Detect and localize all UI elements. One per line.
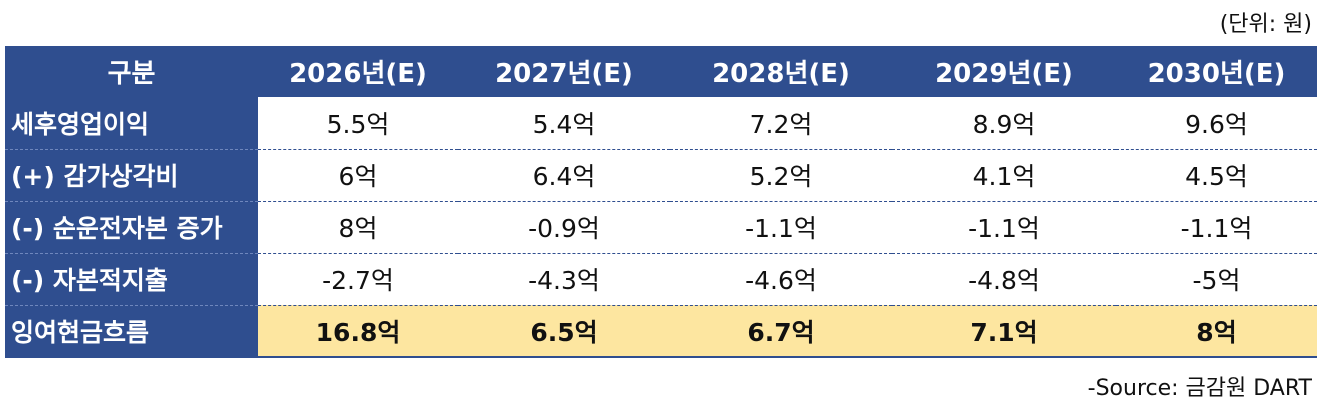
table-row-total: 잉여현금흐름 16.8억 6.5억 6.7억 7.1억 8억 <box>5 304 1317 358</box>
table-cell: -1.1억 <box>670 200 892 253</box>
header-year: 2029년(E) <box>892 46 1116 97</box>
table-cell: -4.8억 <box>892 252 1116 305</box>
table-cell: 7.1억 <box>892 304 1116 358</box>
table-row: (+) 감가상각비 6억 6.4억 5.2억 4.1억 4.5억 <box>5 148 1317 201</box>
table-row: 세후영업이익 5.5억 5.4억 7.2억 8.9억 9.6억 <box>5 97 1317 149</box>
table-cell: 6.7억 <box>670 304 892 358</box>
header-year: 2030년(E) <box>1116 46 1317 97</box>
table-cell: 8억 <box>258 200 458 253</box>
source-label: -Source: 금감원 DART <box>1087 376 1312 401</box>
table-row: (-) 자본적지출 -2.7억 -4.3억 -4.6억 -4.8억 -5억 <box>5 252 1317 305</box>
header-year: 2027년(E) <box>458 46 670 97</box>
table-header-row: 구분 2026년(E) 2027년(E) 2028년(E) 2029년(E) 2… <box>5 46 1317 97</box>
row-label: (-) 순운전자본 증가 <box>5 200 258 253</box>
table-cell: 4.1억 <box>892 148 1116 201</box>
table-cell: 6.4억 <box>458 148 670 201</box>
table-cell: -4.3억 <box>458 252 670 305</box>
table-cell: 8억 <box>1116 304 1317 358</box>
table-cell: 4.5억 <box>1116 148 1317 201</box>
table-cell: 6.5억 <box>458 304 670 358</box>
table-cell: 7.2억 <box>670 97 892 149</box>
table-cell: 16.8억 <box>258 304 458 358</box>
table-cell: 8.9억 <box>892 97 1116 149</box>
row-label: 세후영업이익 <box>5 97 258 149</box>
table-cell: 5.2억 <box>670 148 892 201</box>
row-label: (+) 감가상각비 <box>5 148 258 201</box>
row-label: (-) 자본적지출 <box>5 252 258 305</box>
table-cell: -1.1억 <box>892 200 1116 253</box>
header-category: 구분 <box>5 46 258 97</box>
unit-label: (단위: 원) <box>1219 12 1312 37</box>
table-cell: 5.4억 <box>458 97 670 149</box>
table-cell: -5억 <box>1116 252 1317 305</box>
header-year: 2026년(E) <box>258 46 458 97</box>
fcf-table: 구분 2026년(E) 2027년(E) 2028년(E) 2029년(E) 2… <box>5 46 1317 358</box>
table-cell: 6억 <box>258 148 458 201</box>
table-cell: 5.5억 <box>258 97 458 149</box>
row-label: 잉여현금흐름 <box>5 304 258 358</box>
table-row: (-) 순운전자본 증가 8억 -0.9억 -1.1억 -1.1억 -1.1억 <box>5 200 1317 253</box>
table-cell: 9.6억 <box>1116 97 1317 149</box>
header-year: 2028년(E) <box>670 46 892 97</box>
table-cell: -4.6억 <box>670 252 892 305</box>
table-cell: -2.7억 <box>258 252 458 305</box>
table-cell: -1.1억 <box>1116 200 1317 253</box>
table-cell: -0.9억 <box>458 200 670 253</box>
